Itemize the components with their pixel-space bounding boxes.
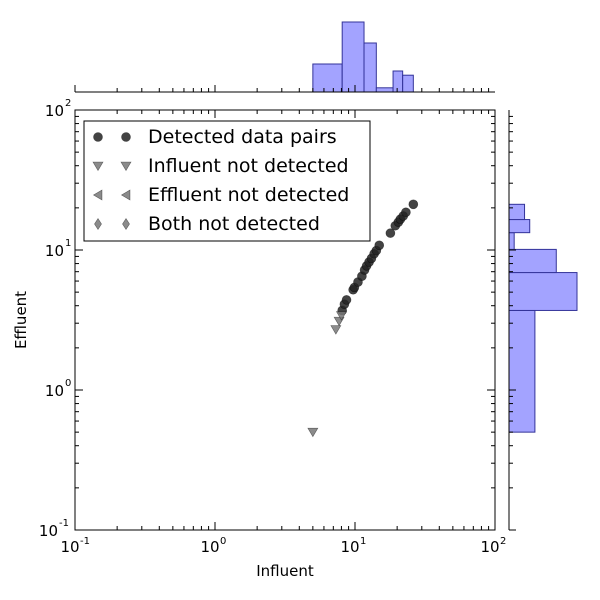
y-tick-label: 10 [45, 242, 64, 260]
x-tick-label: 10 [200, 538, 219, 556]
legend: Detected data pairs Influent not detecte… [83, 120, 371, 242]
legend-marker-diamond [122, 217, 130, 231]
legend-label-both-nd: Both not detected [148, 213, 320, 235]
legend-marker-triangle-left [120, 189, 131, 201]
x-histogram-bar [392, 70, 404, 93]
y-histogram-bar [508, 309, 536, 433]
data-point-circle [374, 240, 385, 251]
x-histogram-bar [363, 42, 377, 93]
x-tick-exponent: 2 [500, 536, 506, 547]
legend-marker-circle [93, 132, 103, 142]
y-tick-exponent: 2 [65, 98, 71, 109]
plot-frame [74, 109, 496, 531]
data-point-triangle-down [330, 325, 342, 335]
x-tick-label: 10 [340, 538, 359, 556]
y-tick-label: 10 [45, 102, 64, 120]
legend-marker-diamond [94, 217, 102, 231]
y-marginal-histogram [508, 110, 578, 531]
data-point-circle [385, 228, 396, 238]
x-tick-label: 10 [60, 538, 79, 556]
legend-label-effluent-nd: Effluent not detected [148, 184, 349, 206]
y-axis-label: Effluent [12, 291, 30, 349]
legend-label-influent-nd: Influent not detected [148, 155, 349, 177]
y-histogram-bar [508, 203, 526, 221]
x-tick-exponent: 1 [360, 536, 366, 547]
data-point-circle [401, 207, 411, 218]
legend-label-detected: Detected data pairs [148, 126, 337, 148]
legend-marker-circle [121, 132, 131, 142]
y-tick-exponent: -1 [59, 518, 69, 529]
x-tick-exponent: 0 [220, 536, 226, 547]
x-histogram-bar [402, 74, 414, 93]
x-histogram-bar [375, 87, 394, 93]
data-point-circle [408, 199, 419, 210]
x-marginal-histogram [74, 21, 495, 93]
y-histogram-bar [508, 272, 578, 311]
y-histogram-bar [508, 219, 531, 234]
x-tick-label: 10 [480, 538, 499, 556]
x-axis-label: Influent [256, 562, 314, 580]
y-tick-exponent: 0 [65, 378, 71, 389]
data-point-triangle-down [307, 427, 319, 438]
x-histogram-bar [341, 21, 365, 93]
y-tick-label: 10 [45, 382, 64, 400]
y-tick-label: 10 [39, 522, 58, 540]
legend-box [83, 120, 371, 242]
legend-marker-triangle-left [92, 189, 103, 201]
y-histogram-bar [508, 232, 515, 250]
y-histogram-bar [508, 248, 557, 274]
data-point-circle [341, 295, 352, 305]
data-point-triangle-down [335, 311, 347, 321]
legend-marker-triangle-down [120, 161, 132, 172]
y-tick-exponent: 1 [65, 238, 71, 249]
legend-marker-triangle-down [92, 161, 104, 172]
x-tick-exponent: -1 [80, 536, 90, 547]
x-histogram-bar [312, 63, 343, 93]
